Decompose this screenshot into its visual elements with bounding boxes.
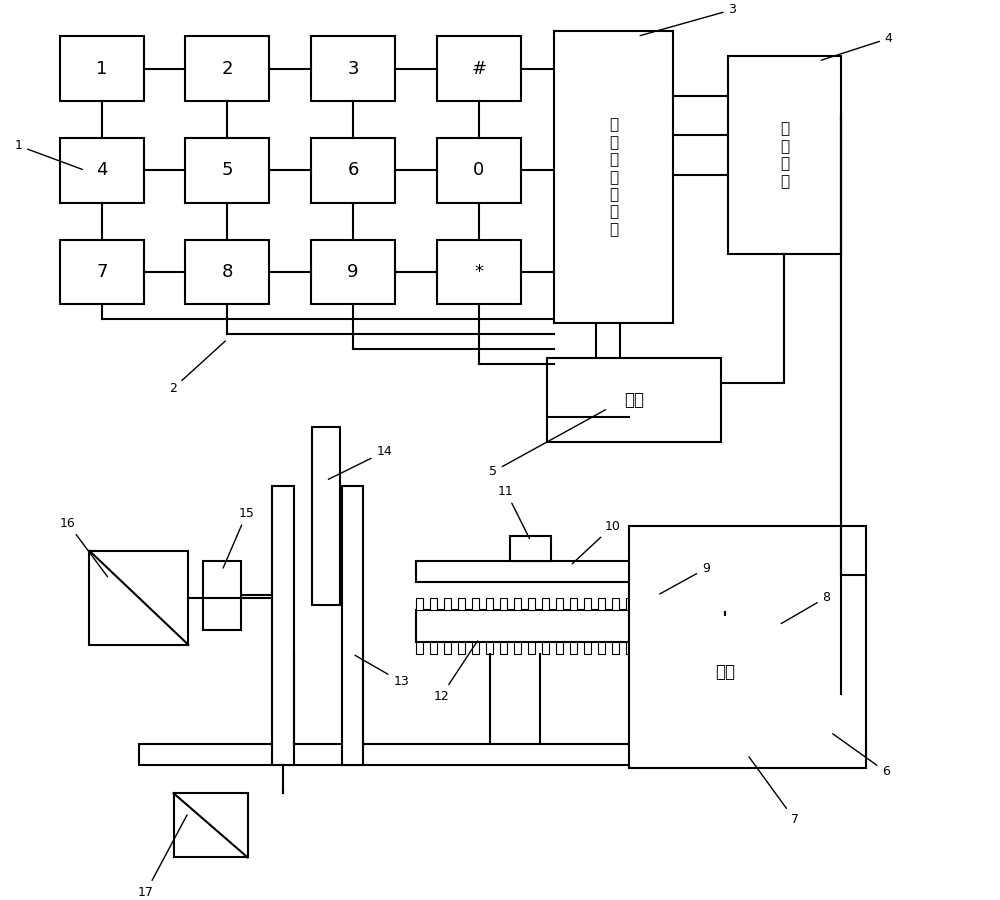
- Bar: [437, 139, 521, 202]
- Bar: [60, 139, 144, 202]
- Text: 7: 7: [749, 757, 799, 826]
- Bar: [311, 36, 395, 101]
- Bar: [640, 598, 647, 610]
- Bar: [185, 139, 269, 202]
- Bar: [612, 598, 619, 610]
- Bar: [60, 240, 144, 304]
- Bar: [486, 642, 493, 653]
- Bar: [612, 642, 619, 653]
- Text: 6: 6: [833, 734, 890, 778]
- Bar: [472, 598, 479, 610]
- Text: 8: 8: [781, 590, 830, 624]
- Bar: [437, 36, 521, 101]
- Bar: [500, 598, 507, 610]
- Text: 3: 3: [347, 59, 359, 77]
- Bar: [728, 56, 841, 254]
- Bar: [342, 487, 363, 766]
- Bar: [626, 642, 633, 653]
- Text: 12: 12: [433, 641, 477, 703]
- Text: 7: 7: [96, 264, 108, 282]
- Text: 2: 2: [169, 341, 225, 395]
- Text: *: *: [474, 264, 483, 282]
- Text: 13: 13: [355, 655, 409, 688]
- Text: 电机: 电机: [715, 663, 735, 681]
- Bar: [528, 598, 535, 610]
- Text: 11: 11: [498, 485, 529, 538]
- Bar: [648, 615, 802, 729]
- Bar: [640, 642, 647, 653]
- Bar: [556, 642, 563, 653]
- Bar: [542, 598, 549, 610]
- Bar: [510, 536, 551, 561]
- Text: #: #: [471, 59, 486, 77]
- Bar: [89, 551, 188, 644]
- Bar: [311, 139, 395, 202]
- Bar: [554, 32, 673, 323]
- Bar: [542, 642, 549, 653]
- Bar: [547, 358, 721, 442]
- Bar: [416, 598, 423, 610]
- Text: 17: 17: [138, 814, 187, 898]
- Text: 9: 9: [347, 264, 359, 282]
- Text: 8: 8: [222, 264, 233, 282]
- Bar: [598, 642, 605, 653]
- Text: 2: 2: [222, 59, 233, 77]
- Bar: [556, 598, 563, 610]
- Text: 0: 0: [473, 161, 484, 179]
- Bar: [570, 598, 577, 610]
- Bar: [570, 642, 577, 653]
- Bar: [458, 598, 465, 610]
- Bar: [444, 642, 451, 653]
- Text: 4: 4: [821, 32, 893, 60]
- Text: 10: 10: [572, 519, 621, 563]
- Bar: [311, 240, 395, 304]
- Bar: [500, 642, 507, 653]
- Bar: [584, 642, 591, 653]
- Text: 5: 5: [222, 161, 233, 179]
- Bar: [437, 240, 521, 304]
- Text: 4: 4: [96, 161, 108, 179]
- Text: 16: 16: [60, 517, 108, 577]
- Bar: [312, 428, 340, 605]
- Text: 电源: 电源: [624, 391, 644, 409]
- Bar: [486, 598, 493, 610]
- Bar: [654, 642, 661, 653]
- Bar: [472, 642, 479, 653]
- Bar: [185, 36, 269, 101]
- Bar: [416, 642, 423, 653]
- Text: 驱
动
芯
片: 驱 动 芯 片: [780, 122, 789, 189]
- Bar: [430, 642, 437, 653]
- Bar: [643, 590, 671, 612]
- Text: 1: 1: [14, 140, 82, 169]
- Bar: [416, 610, 668, 642]
- Bar: [185, 240, 269, 304]
- Text: 5: 5: [489, 410, 606, 478]
- Bar: [514, 598, 521, 610]
- Bar: [458, 642, 465, 653]
- Text: 6: 6: [347, 161, 359, 179]
- Bar: [629, 526, 866, 769]
- Text: 1: 1: [96, 59, 107, 77]
- Text: 可
编
程
处
理
芯
片: 可 编 程 处 理 芯 片: [609, 118, 618, 237]
- Bar: [626, 598, 633, 610]
- Bar: [139, 743, 866, 766]
- Text: 15: 15: [223, 507, 255, 568]
- Bar: [444, 598, 451, 610]
- Bar: [174, 793, 248, 858]
- Bar: [416, 561, 673, 582]
- Bar: [272, 487, 294, 766]
- Bar: [203, 561, 241, 630]
- Text: 14: 14: [328, 446, 392, 480]
- Bar: [598, 598, 605, 610]
- Bar: [60, 36, 144, 101]
- Bar: [514, 642, 521, 653]
- Text: 9: 9: [660, 562, 710, 594]
- Text: 3: 3: [640, 3, 736, 36]
- Bar: [584, 598, 591, 610]
- Bar: [654, 598, 661, 610]
- Bar: [528, 642, 535, 653]
- Bar: [430, 598, 437, 610]
